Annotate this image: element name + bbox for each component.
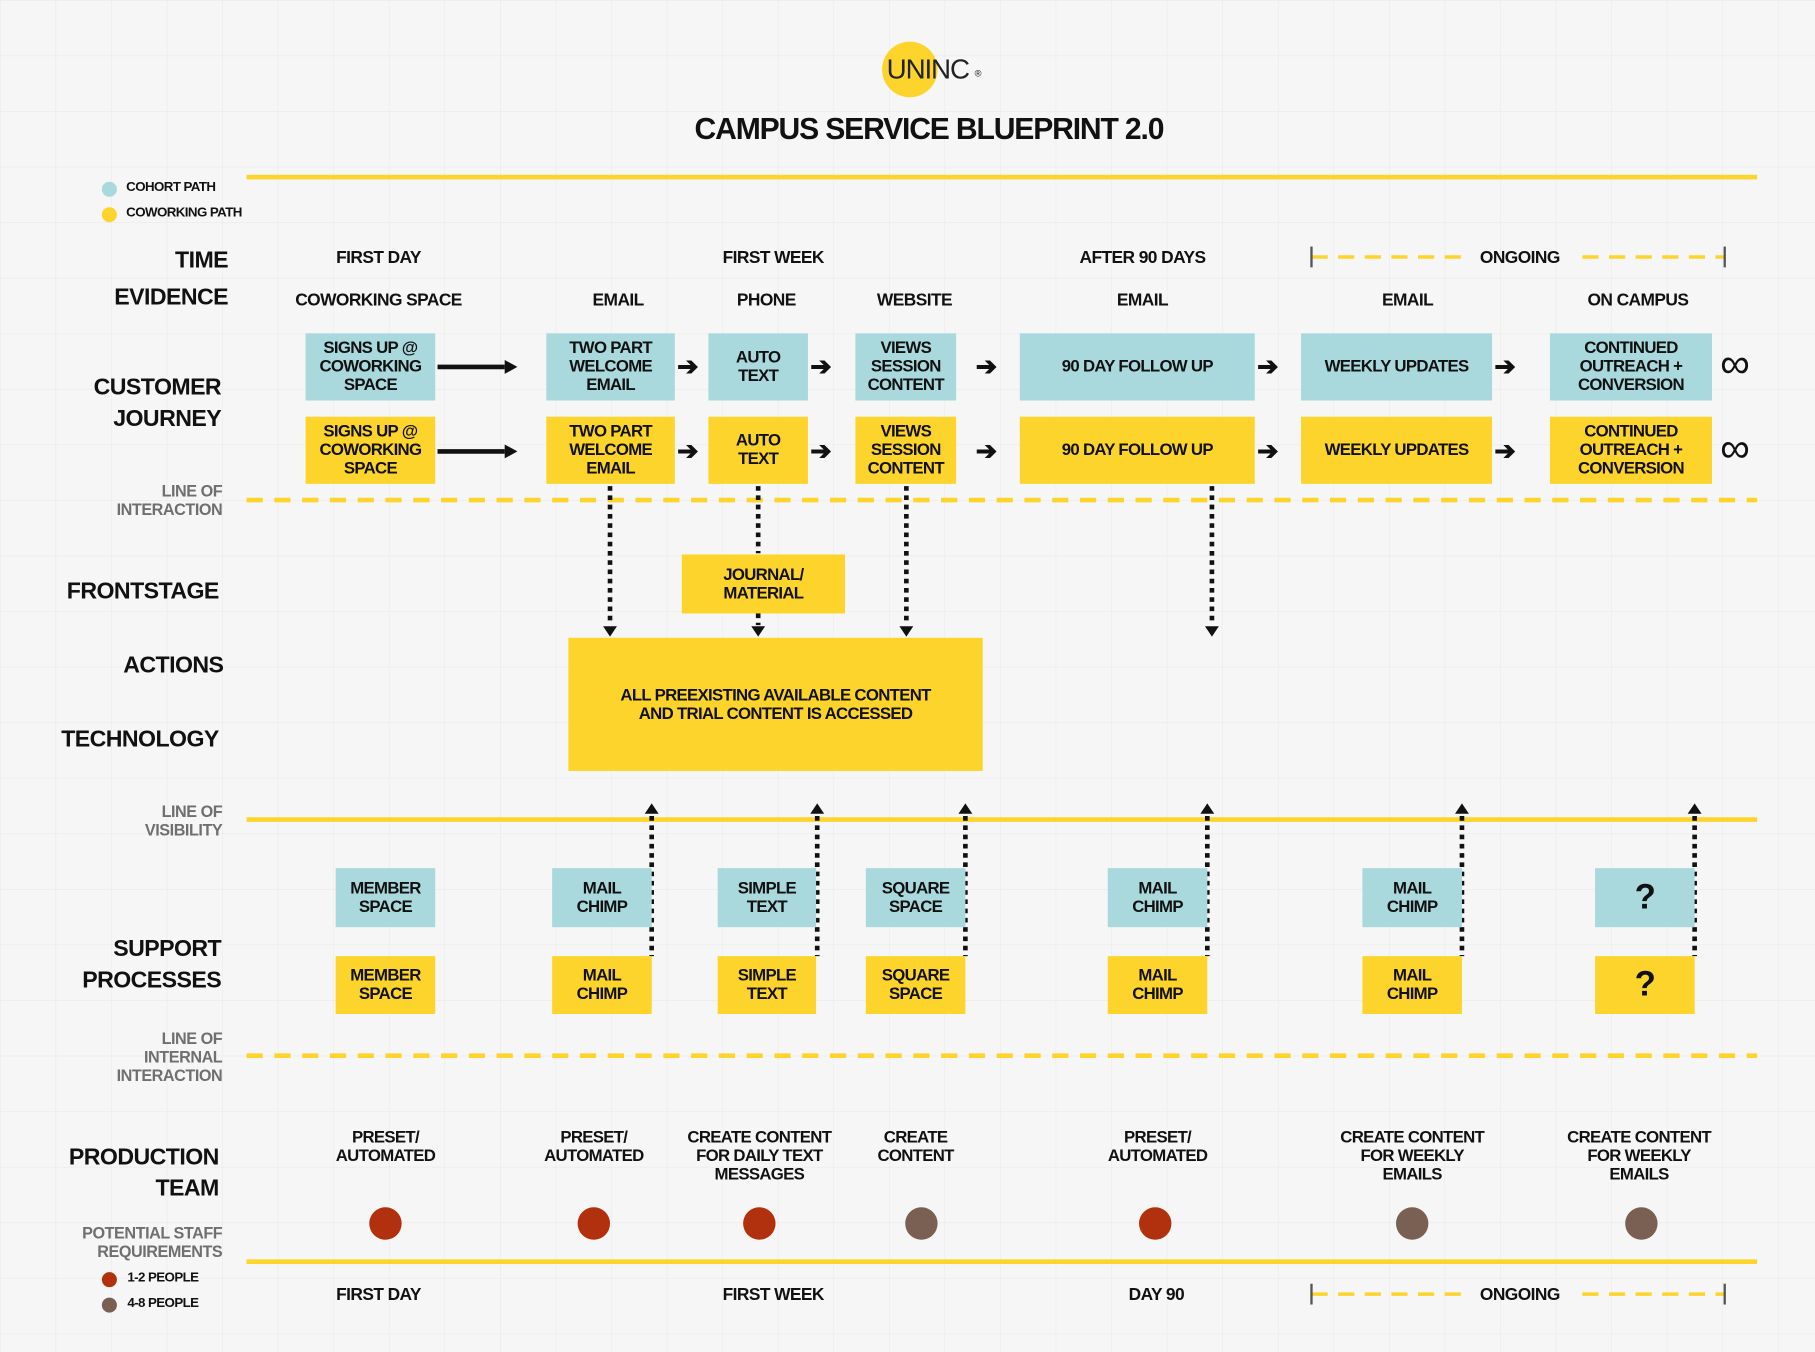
production-label: CREATE CONTENT: [877, 1128, 954, 1166]
support-cohort-member-space: MEMBER SPACE: [335, 868, 436, 928]
time-header-ongoing: ONGOING: [1479, 247, 1560, 268]
staff-dot-small-team: [743, 1207, 776, 1240]
cohort-legend-label: COHORT PATH: [126, 180, 216, 195]
coworking-legend-label: COWORKING PATH: [126, 206, 242, 220]
row-label-production: PRODUCTION TEAM: [68, 1144, 219, 1202]
evidence-header-coworking-space: COWORKING SPACE: [295, 290, 462, 311]
row-label-staff: POTENTIAL STAFF REQUIREMENTS: [82, 1223, 223, 1261]
evidence-header-email-3: EMAIL: [1381, 290, 1434, 311]
support-coworking-mailchimp-90: MAIL CHIMP: [1107, 956, 1208, 1014]
staff-dot-large-team: [1395, 1207, 1429, 1240]
production-label: PRESET/ AUTOMATED: [335, 1128, 436, 1166]
journey-coworking-weekly-updates: WEEKLY UPDATES: [1301, 416, 1493, 484]
line-of-interaction-label: LINE OF INTERACTION: [116, 481, 223, 519]
evidence-header-on-campus: ON CAMPUS: [1587, 290, 1689, 311]
production-label: CREATE CONTENT FOR WEEKLY EMAILS: [1567, 1128, 1712, 1185]
staff-dot-small-team: [1139, 1207, 1172, 1240]
support-coworking-squarespace: SQUARE SPACE: [865, 956, 966, 1014]
support-coworking-unknown: ?: [1595, 956, 1695, 1014]
arrow-right-icon: ➔: [677, 436, 699, 466]
logo-text: UNINC: [886, 54, 970, 86]
large-team-legend-dot: [101, 1297, 117, 1313]
evidence-header-phone: PHONE: [736, 290, 796, 311]
arrow-right-icon: ➔: [810, 351, 832, 381]
journey-coworking-auto-text: AUTO TEXT: [708, 416, 808, 484]
time-header-first-day: FIRST DAY: [336, 247, 421, 268]
infinity-icon: ∞: [1720, 339, 1750, 387]
arrow-right-icon: ➔: [1494, 436, 1516, 466]
journey-cohort-weekly-updates: WEEKLY UPDATES: [1301, 333, 1493, 401]
staff-dot-large-team: [905, 1207, 938, 1240]
staff-dot-large-team: [1625, 1207, 1658, 1240]
arrow-right-icon: ➔: [1494, 351, 1516, 381]
journey-coworking-90-day-follow-up: 90 DAY FOLLOW UP: [1019, 416, 1255, 484]
journey-coworking-signs-up: SIGNS UP @ COWORKING SPACE: [305, 416, 436, 484]
support-cohort-mailchimp-90: MAIL CHIMP: [1107, 868, 1208, 928]
evidence-header-email-2: EMAIL: [1116, 290, 1169, 311]
production-label: PRESET/ AUTOMATED: [1107, 1128, 1208, 1166]
arrow-right-icon: ➔: [1257, 351, 1279, 381]
arrow-right-icon: ➔: [975, 351, 998, 381]
evidence-header-email-1: EMAIL: [592, 290, 645, 311]
support-cohort-squarespace: SQUARE SPACE: [865, 868, 966, 928]
bottom-header-first-week: FIRST WEEK: [722, 1284, 825, 1305]
top-rule: [246, 174, 1758, 180]
journey-coworking-views-session: VIEWS SESSION CONTENT: [855, 416, 957, 484]
row-label-actions: ACTIONS: [123, 652, 224, 679]
support-coworking-member-space: MEMBER SPACE: [335, 956, 436, 1014]
staff-dot-small-team: [369, 1207, 402, 1240]
row-label-customer-journey: CUSTOMER JOURNEY: [93, 375, 222, 432]
support-cohort-unknown: ?: [1595, 868, 1695, 928]
journey-coworking-continued-outreach: CONTINUED OUTREACH + CONVERSION: [1549, 416, 1712, 484]
logo-circle: [882, 41, 938, 98]
support-cohort-simple-text: SIMPLE TEXT: [717, 868, 817, 928]
production-label: CREATE CONTENT FOR WEEKLY EMAILS: [1340, 1128, 1485, 1185]
journey-cohort-signs-up: SIGNS UP @ COWORKING SPACE: [305, 333, 436, 401]
line-of-visibility-label: LINE OF VISIBILITY: [144, 802, 223, 840]
journey-cohort-90-day-follow-up: 90 DAY FOLLOW UP: [1019, 333, 1255, 401]
bottom-header-ongoing: ONGOING: [1479, 1284, 1560, 1305]
small-team-legend-label: 1-2 PEOPLE: [127, 1270, 199, 1285]
bottom-header-day-90: DAY 90: [1128, 1284, 1185, 1305]
production-label: PRESET/ AUTOMATED: [544, 1128, 644, 1166]
small-team-legend-dot: [101, 1272, 117, 1288]
cohort-legend-dot: [101, 181, 117, 197]
support-coworking-mailchimp-weekly: MAIL CHIMP: [1362, 956, 1462, 1014]
arrow-right-icon: ➔: [1257, 436, 1279, 466]
line-of-internal-interaction-label: LINE OF INTERNAL INTERACTION: [116, 1029, 223, 1085]
support-cohort-mailchimp-weekly: MAIL CHIMP: [1362, 868, 1462, 928]
large-team-legend-label: 4-8 PEOPLE: [127, 1296, 199, 1311]
journey-coworking-welcome-email: TWO PART WELCOME EMAIL: [546, 416, 675, 484]
infinity-icon: ∞: [1720, 423, 1750, 472]
support-coworking-mailchimp: MAIL CHIMP: [552, 956, 652, 1014]
journey-cohort-welcome-email: TWO PART WELCOME EMAIL: [546, 333, 675, 401]
bottom-header-first-day: FIRST DAY: [336, 1284, 421, 1305]
support-cohort-mailchimp: MAIL CHIMP: [552, 868, 652, 928]
frontstage-journal-material: JOURNAL/ MATERIAL: [681, 554, 845, 614]
journey-cohort-continued-outreach: CONTINUED OUTREACH + CONVERSION: [1549, 333, 1712, 401]
coworking-legend-dot: [101, 207, 117, 223]
evidence-header-website: WEBSITE: [876, 290, 953, 311]
arrow-right-icon: ➔: [810, 436, 832, 466]
row-label-frontstage: FRONTSTAGE: [66, 578, 220, 605]
row-label-time: TIME: [175, 247, 229, 274]
arrow-right-icon: ➔: [677, 351, 699, 381]
time-header-first-week: FIRST WEEK: [722, 247, 825, 268]
row-label-support: SUPPORT PROCESSES: [82, 936, 222, 994]
actions-content-accessed: ALL PREEXISTING AVAILABLE CONTENT AND TR…: [568, 637, 983, 771]
journey-cohort-auto-text: AUTO TEXT: [708, 333, 808, 401]
support-coworking-simple-text: SIMPLE TEXT: [717, 956, 817, 1014]
journey-cohort-views-session: VIEWS SESSION CONTENT: [855, 333, 957, 401]
time-header-after-90-days: AFTER 90 DAYS: [1079, 247, 1207, 268]
production-label: CREATE CONTENT FOR DAILY TEXT MESSAGES: [687, 1128, 832, 1185]
row-label-technology: TECHNOLOGY: [61, 726, 219, 753]
staff-dot-small-team: [577, 1207, 611, 1240]
row-label-evidence: EVIDENCE: [114, 284, 229, 311]
registered-mark: ®: [974, 68, 982, 79]
arrow-right-icon: ➔: [975, 436, 998, 466]
page-title: CAMPUS SERVICE BLUEPRINT 2.0: [694, 111, 1165, 146]
